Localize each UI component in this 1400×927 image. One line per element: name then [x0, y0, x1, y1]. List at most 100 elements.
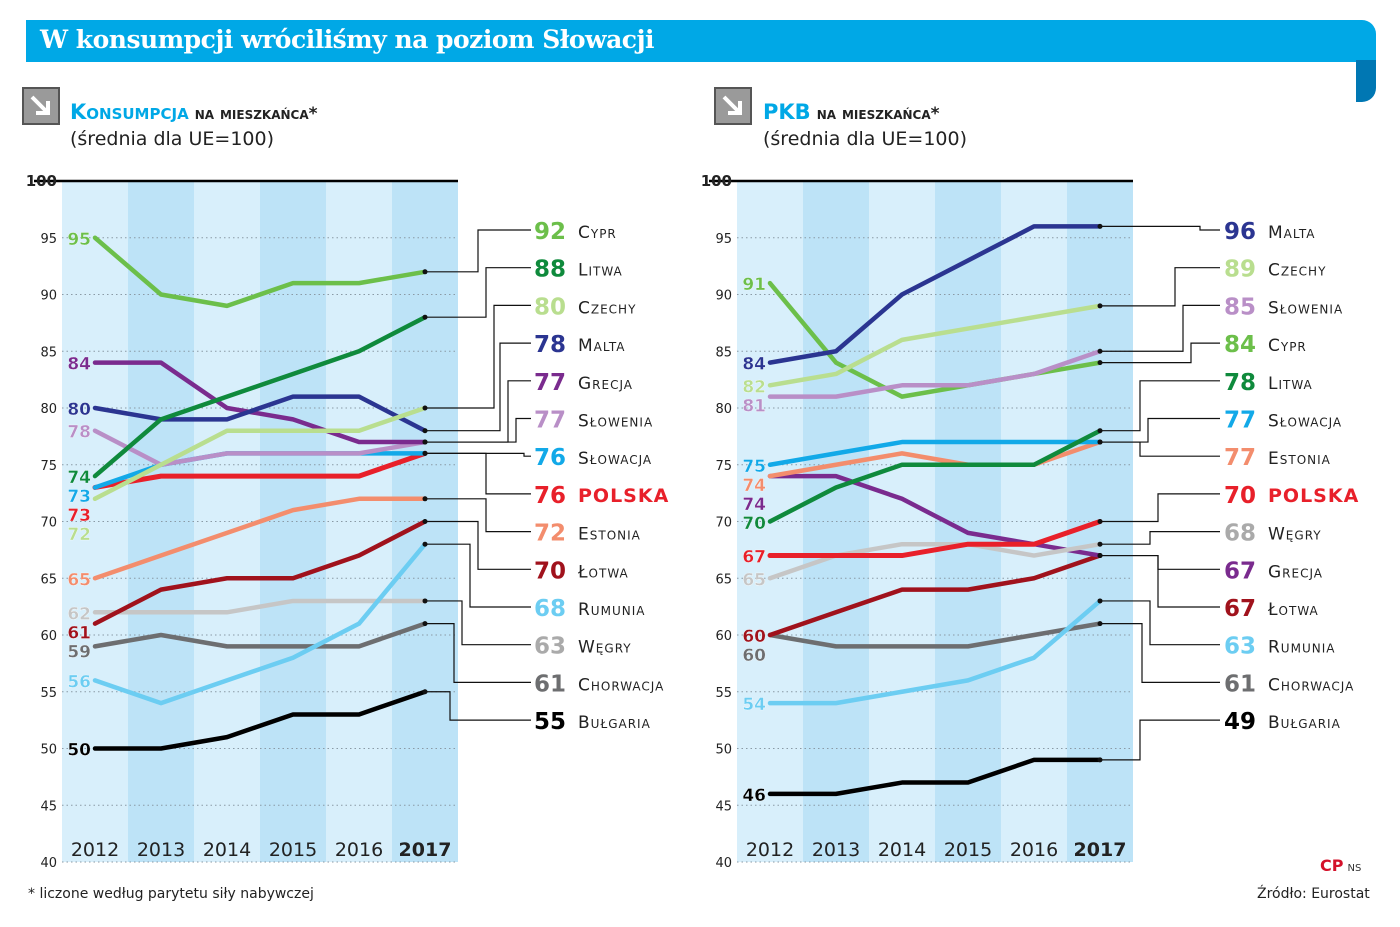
legend-name: Malta [578, 336, 626, 356]
legend-connector [1100, 304, 1220, 352]
start-value-label: 60 [742, 627, 766, 647]
year-stripe [194, 181, 260, 862]
legend-connector [1100, 342, 1220, 364]
legend-connector [425, 229, 531, 273]
y-tick-label: 50 [715, 743, 732, 758]
end-point-marker [1097, 621, 1103, 627]
legend-value: 68 [1224, 521, 1256, 547]
legend-name: Słowacja [1268, 412, 1342, 432]
right-chart-heading: PKB na mieszkańca* (średnia dla UE=100) [763, 100, 967, 150]
end-point-marker [1097, 553, 1103, 559]
start-value-label: 75 [742, 457, 766, 477]
pkb-chart: 40 45 50 55 60 65 70 75 80 85 90 95 100 2012 2013 2014 2… [701, 172, 1359, 871]
x-tick-label: 2012 [746, 839, 794, 861]
legend-name: Malta [1268, 223, 1316, 243]
series-line-malta [92, 394, 428, 433]
legend-connector [425, 304, 531, 409]
end-point-marker [1097, 360, 1103, 366]
end-point-marker [422, 496, 428, 502]
legend-connector [425, 691, 531, 721]
end-point-marker [1097, 598, 1103, 604]
legend-value: 77 [1224, 445, 1256, 471]
x-tick-label: 2017 [1074, 839, 1127, 861]
series-line-słowenia [767, 349, 1103, 399]
start-value-label: 78 [67, 423, 91, 443]
legend-connector [1100, 623, 1220, 684]
legend-connector [425, 267, 531, 318]
start-value-label: 74 [67, 468, 91, 488]
banner-tail [1356, 60, 1376, 102]
legend-name: Cypr [578, 223, 617, 243]
series-line-litwa [92, 314, 428, 479]
series-line-litwa [767, 428, 1103, 524]
end-point-marker [422, 598, 428, 604]
start-value-label: 73 [67, 506, 91, 526]
legend-value: 70 [1224, 483, 1256, 509]
legend-connector [425, 623, 531, 684]
legend-name: Łotwa [577, 562, 629, 582]
legend-value: 96 [1224, 219, 1256, 245]
y-tick-label: 85 [715, 345, 732, 360]
legend-value: 92 [534, 219, 566, 245]
left-chart-heading: Konsumpcja na mieszkańca* (średnia dla U… [70, 100, 318, 150]
legend-connector [425, 342, 531, 432]
y-tick-label: 60 [715, 629, 732, 644]
legend-connector [1100, 493, 1220, 523]
end-point-marker [1097, 439, 1103, 445]
start-value-label: 80 [67, 400, 91, 420]
legend-name: Rumunia [578, 600, 645, 620]
legend-connector [1100, 530, 1220, 545]
legend-value: 76 [534, 445, 566, 471]
page-title: W konsumpcji wróciliśmy na poziom Słowac… [40, 25, 655, 54]
source: Źródło: Eurostat [1257, 886, 1370, 902]
start-value-label: 65 [67, 570, 91, 590]
start-value-label: 56 [67, 672, 91, 692]
legend-connector [425, 498, 531, 533]
series-line-słowacja [767, 439, 1103, 467]
start-value-label: 74 [742, 495, 766, 515]
legend-value: 88 [534, 257, 566, 283]
end-point-marker [1097, 303, 1103, 309]
end-point-marker [422, 269, 428, 275]
start-value-label: 72 [67, 525, 91, 545]
y-tick-label: 95 [40, 232, 57, 247]
legend-value: 77 [1224, 408, 1256, 434]
y-tick-label: 100 [26, 172, 57, 190]
start-value-label: 62 [67, 604, 91, 624]
end-point-marker [1097, 757, 1103, 763]
legend-value: 80 [534, 294, 566, 320]
legend-name: Chorwacja [1268, 675, 1354, 695]
legend-connector [425, 543, 531, 608]
x-tick-label: 2013 [137, 839, 185, 861]
y-tick-label: 80 [715, 402, 732, 417]
legend-name: POLSKA [1268, 485, 1359, 507]
x-tick-label: 2016 [335, 839, 383, 861]
start-value-label: 70 [742, 514, 766, 534]
start-value-label: 54 [742, 695, 766, 715]
legend-value: 70 [534, 558, 566, 584]
start-value-label: 82 [742, 377, 766, 397]
legend-value: 84 [1224, 332, 1256, 358]
y-tick-label: 75 [40, 459, 57, 474]
series-line-łotwa [767, 553, 1103, 638]
legend-value: 55 [534, 709, 566, 735]
legend-name: Litwa [1268, 374, 1313, 394]
end-point-marker [422, 621, 428, 627]
y-tick-label: 65 [715, 572, 732, 587]
series-line-estonia [92, 496, 428, 581]
legend-value: 61 [1224, 671, 1256, 697]
x-tick-label: 2017 [399, 839, 452, 861]
legend-name: Bułgaria [578, 713, 651, 733]
legend-value: 72 [534, 521, 566, 547]
end-point-marker [422, 314, 428, 320]
series-line-grecja [92, 360, 428, 445]
legend-connector [1100, 554, 1220, 608]
x-tick-label: 2015 [944, 839, 992, 861]
end-point-marker [1097, 348, 1103, 354]
series-line-węgry [767, 541, 1103, 581]
legend-connector [1100, 719, 1220, 761]
series-line-malta [767, 224, 1103, 365]
series-line-czechy [767, 303, 1103, 388]
x-tick-label: 2014 [878, 839, 926, 861]
